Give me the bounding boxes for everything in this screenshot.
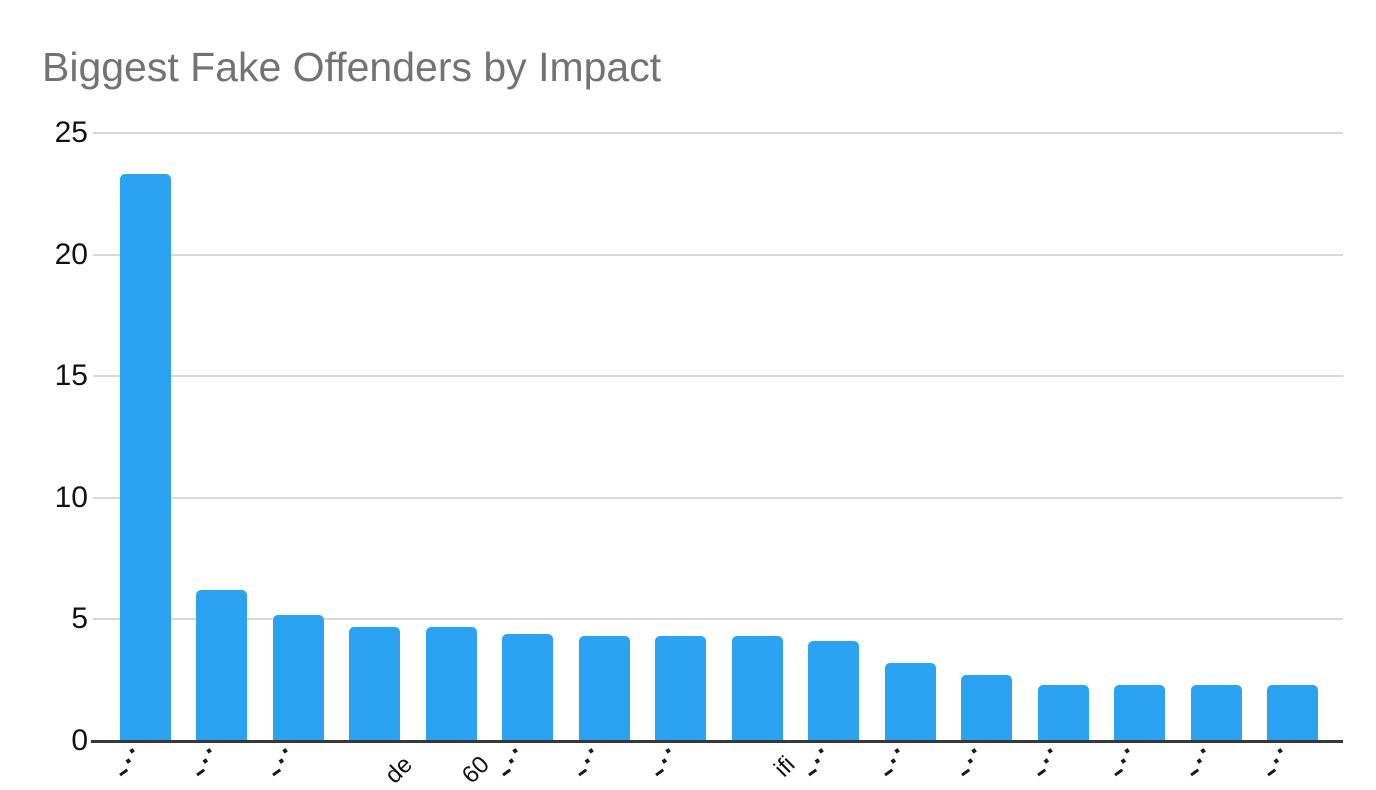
bar-slot [949, 133, 1026, 741]
bar-slot [337, 133, 414, 741]
x-axis-label-slot [872, 743, 949, 782]
bar [196, 590, 248, 741]
x-axis-label-slot [260, 743, 337, 782]
x-axis-label-slot: ifi [719, 743, 800, 782]
bar [655, 636, 707, 741]
x-axis-label-slot: 60 [413, 743, 495, 789]
bar-slot [796, 133, 873, 741]
bar [731, 636, 783, 741]
x-axis-label-clipped-marks [119, 768, 128, 776]
x-axis-line [91, 740, 1343, 743]
bar [1114, 685, 1166, 741]
gridline [93, 375, 1343, 378]
bar [119, 174, 171, 741]
x-axis-label-clipped-marks [272, 768, 281, 776]
x-axis-label-clipped-marks [1113, 768, 1123, 776]
bar [349, 626, 401, 741]
bar [272, 614, 324, 741]
bar [808, 641, 860, 741]
x-axis-label-slot [107, 743, 184, 782]
x-axis-label-clipped-marks [654, 768, 664, 776]
x-axis-label-slot [1178, 743, 1255, 782]
x-axis-label-clipped-marks [1266, 768, 1276, 776]
bar-slot [1255, 133, 1332, 741]
y-axis-tick-label: 20 [54, 237, 88, 271]
y-axis-tick-label: 5 [71, 602, 88, 636]
bar-slot [1178, 133, 1255, 741]
bar-slot [184, 133, 261, 741]
bar [1267, 685, 1319, 741]
x-axis-label-clipped-marks [884, 768, 893, 776]
bar-slot [566, 133, 643, 741]
x-axis-label-clipped-marks [578, 768, 587, 776]
bar-slot [260, 133, 337, 741]
x-axis-label-slot [796, 743, 873, 782]
y-axis-tick-label: 0 [71, 724, 88, 757]
bar-slot [107, 133, 184, 741]
x-axis-label-slot [490, 743, 567, 782]
bar-slot [643, 133, 720, 741]
x-axis-label-clipped-marks [195, 768, 205, 776]
x-axis-labels-row: de 60 ifi [107, 743, 1332, 789]
bar-slot [719, 133, 796, 741]
bar [1190, 685, 1242, 741]
bar [425, 626, 477, 741]
gridline [93, 132, 1343, 134]
bars-row [107, 133, 1331, 741]
x-axis-label-slot [1255, 743, 1332, 782]
y-axis-tick-label: 25 [54, 116, 88, 149]
x-axis-label-slot [1025, 743, 1102, 782]
bar [961, 675, 1013, 741]
x-axis-label-slot [566, 743, 643, 782]
bar-slot [1102, 133, 1179, 741]
gridline [93, 618, 1343, 621]
chart-title: Biggest Fake Offenders by Impact [42, 44, 662, 90]
bar-slot [490, 133, 567, 741]
bar [578, 636, 630, 741]
bar-slot [1025, 133, 1102, 741]
y-axis-tick-label: 10 [54, 480, 88, 514]
bar-slot [872, 133, 949, 741]
bar-slot [413, 133, 490, 741]
gridline [93, 496, 1343, 499]
y-axis-tick-label: 15 [54, 359, 88, 393]
x-axis-label-slot [643, 743, 720, 782]
x-axis-label-slot [949, 743, 1026, 782]
bar [884, 663, 936, 741]
x-axis-label-clipped-marks [807, 768, 817, 776]
gridline [93, 253, 1343, 256]
x-axis-label-slot: de [337, 743, 418, 789]
x-axis-label-clipped-marks [960, 768, 970, 776]
bar [1037, 685, 1089, 741]
bar [502, 634, 554, 741]
x-axis-label-slot [184, 743, 261, 782]
x-axis-label-clipped-marks [501, 768, 511, 776]
x-axis-label-slot [1102, 743, 1179, 782]
x-axis-label-clipped-marks [1190, 768, 1199, 776]
x-axis-label-clipped-marks [1037, 768, 1046, 776]
